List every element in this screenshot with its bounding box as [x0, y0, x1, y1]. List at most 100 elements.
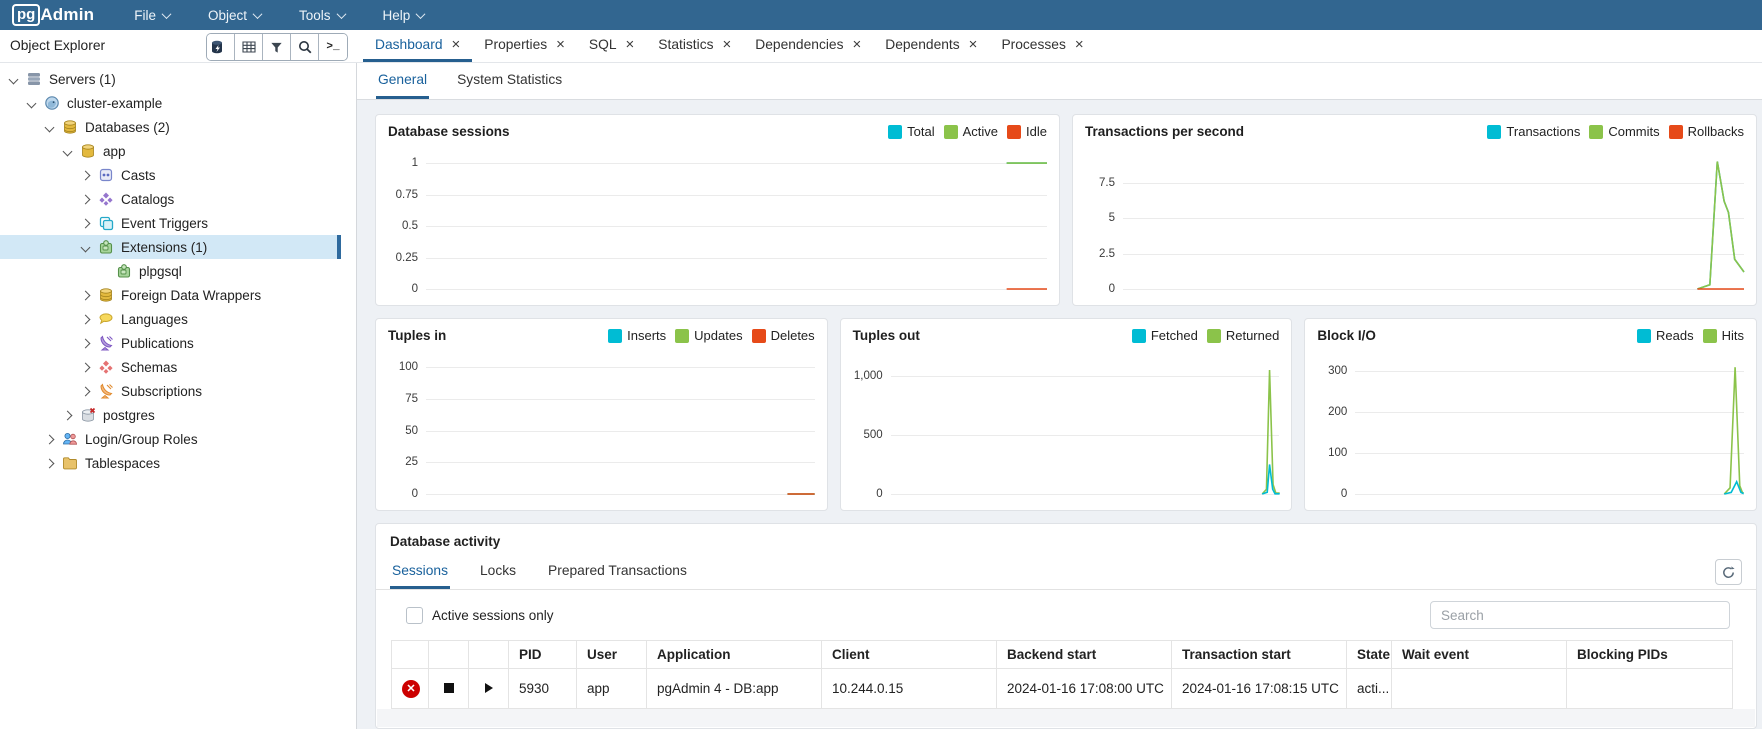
column-header-application: Application	[646, 640, 822, 669]
tree-item-subscriptions[interactable]: Subscriptions	[0, 379, 341, 403]
refresh-button[interactable]	[1715, 559, 1742, 585]
collapse-chevron-icon[interactable]	[80, 362, 91, 372]
close-icon[interactable]	[1075, 37, 1084, 52]
chevron-down-icon	[161, 8, 172, 19]
tab-label: Processes	[1001, 36, 1066, 52]
sessions-table: PID User Application Client Backend star…	[391, 640, 1733, 709]
cancel-query-icon[interactable]	[443, 683, 454, 693]
column-header	[468, 640, 509, 669]
tree-item-label: Tablespaces	[85, 455, 161, 471]
legend-label: Total	[907, 124, 935, 139]
tab-label: Dependencies	[755, 36, 844, 52]
filtered-rows-button[interactable]	[263, 34, 291, 60]
active-sessions-checkbox[interactable]	[406, 606, 423, 624]
collapse-chevron-icon[interactable]	[80, 314, 91, 324]
tab-sql[interactable]: SQL	[577, 29, 646, 62]
collapse-chevron-icon[interactable]	[80, 338, 91, 348]
menu-tools[interactable]: Tools	[299, 8, 346, 23]
pgadmin-logo: pg Admin	[12, 4, 94, 26]
collapse-chevron-icon[interactable]	[44, 434, 55, 444]
collapse-chevron-icon[interactable]	[80, 290, 91, 300]
tree-item-app[interactable]: app	[0, 139, 341, 163]
subtab-general[interactable]: General	[376, 63, 430, 99]
tree-item-login-group-roles[interactable]: Login/Group Roles	[0, 427, 341, 451]
tree-item-label: app	[103, 143, 126, 159]
search-input[interactable]	[1430, 601, 1730, 629]
block-io-chart: 300 200 100 0	[1305, 347, 1756, 510]
table-header-row: PID User Application Client Backend star…	[391, 640, 1733, 669]
close-icon[interactable]	[969, 37, 978, 52]
tree-item-plpgsql[interactable]: plpgsql	[0, 259, 341, 283]
tab-dependencies[interactable]: Dependencies	[743, 29, 873, 62]
terminal-icon: >_	[326, 41, 340, 53]
legend-label: Returned	[1225, 328, 1280, 343]
expand-row-icon[interactable]	[484, 683, 493, 693]
tree-item-casts[interactable]: Casts	[0, 163, 341, 187]
tree-item-schemas[interactable]: Schemas	[0, 355, 341, 379]
subtab-system-statistics[interactable]: System Statistics	[457, 72, 563, 87]
explorer-toolbar: >_	[206, 33, 348, 61]
tab-sessions[interactable]: Sessions	[390, 557, 450, 589]
transactions-per-second-chart: 7.5 5 2.5 0	[1073, 143, 1756, 305]
tree-item-servers[interactable]: Servers (1)	[0, 67, 341, 91]
tablespaces-icon	[62, 455, 78, 471]
tree-item-catalogs[interactable]: Catalogs	[0, 187, 341, 211]
close-icon[interactable]	[556, 37, 565, 52]
tree-item-cluster-example[interactable]: cluster-example	[0, 91, 341, 115]
tree-item-postgres[interactable]: postgres	[0, 403, 341, 427]
query-tool-button[interactable]	[207, 34, 235, 60]
expand-chevron-icon[interactable]	[62, 146, 73, 156]
menu-object[interactable]: Object	[208, 8, 263, 23]
collapse-chevron-icon[interactable]	[80, 170, 91, 180]
column-header-user: User	[576, 640, 647, 669]
expand-chevron-icon[interactable]	[80, 242, 91, 252]
tab-properties[interactable]: Properties	[472, 29, 577, 62]
tree-item-label: Casts	[121, 167, 156, 183]
tab-prepared-transactions[interactable]: Prepared Transactions	[548, 563, 687, 578]
tab-statistics[interactable]: Statistics	[646, 29, 743, 62]
menu-help[interactable]: Help	[383, 8, 426, 23]
tab-dashboard[interactable]: Dashboard	[363, 29, 473, 62]
close-icon[interactable]	[723, 37, 732, 52]
collapse-chevron-icon[interactable]	[80, 386, 91, 396]
legend-label: Fetched	[1150, 328, 1198, 343]
close-icon[interactable]	[852, 37, 861, 52]
tree-item-foreign-data-wrappers[interactable]: Foreign Data Wrappers	[0, 283, 341, 307]
close-icon[interactable]	[452, 37, 461, 52]
tab-processes[interactable]: Processes	[989, 29, 1095, 62]
tree-item-publications[interactable]: Publications	[0, 331, 341, 355]
close-icon[interactable]	[626, 37, 635, 52]
menu-file[interactable]: File	[134, 8, 172, 23]
legend-label: Inserts	[627, 328, 667, 343]
expand-chevron-icon[interactable]	[44, 122, 55, 132]
tuples-out-panel: Tuples out Fetched Returned 1,000 500 0	[839, 318, 1293, 511]
tree-item-languages[interactable]: Languages	[0, 307, 341, 331]
psql-tool-button[interactable]: >_	[319, 34, 347, 60]
collapse-chevron-icon[interactable]	[80, 194, 91, 204]
terminate-session-icon[interactable]	[402, 679, 420, 698]
chart-title: Tuples in	[388, 328, 447, 343]
login-group-roles-icon	[62, 431, 78, 447]
collapse-chevron-icon[interactable]	[62, 410, 73, 420]
tree-item-extensions[interactable]: Extensions (1)	[0, 235, 341, 259]
legend-swatch	[1131, 328, 1146, 343]
tree-item-event-triggers[interactable]: Event Triggers	[0, 211, 341, 235]
app-menubar: pg Admin File Object Tools Help	[0, 0, 1762, 30]
tree-item-tablespaces[interactable]: Tablespaces	[0, 451, 341, 475]
legend-swatch	[1007, 124, 1022, 139]
expand-chevron-icon[interactable]	[26, 98, 37, 108]
expand-chevron-icon[interactable]	[8, 74, 19, 84]
search-objects-button[interactable]	[291, 34, 319, 60]
tree-item-databases[interactable]: Databases (2)	[0, 115, 341, 139]
legend-label: Hits	[1721, 328, 1744, 343]
tab-locks[interactable]: Locks	[479, 563, 517, 578]
view-data-button[interactable]	[235, 34, 263, 60]
extensions-icon	[98, 239, 114, 255]
tab-dependents[interactable]: Dependents	[873, 29, 989, 62]
tab-label: SQL	[588, 36, 617, 52]
collapse-chevron-icon[interactable]	[44, 458, 55, 468]
transactions-per-second-panel: Transactions per second Transactions Com…	[1072, 114, 1757, 306]
collapse-chevron-icon[interactable]	[80, 218, 91, 228]
tuples-in-panel: Tuples in Inserts Updates Deletes 100 75 5…	[375, 318, 828, 511]
legend-swatch	[751, 328, 766, 343]
